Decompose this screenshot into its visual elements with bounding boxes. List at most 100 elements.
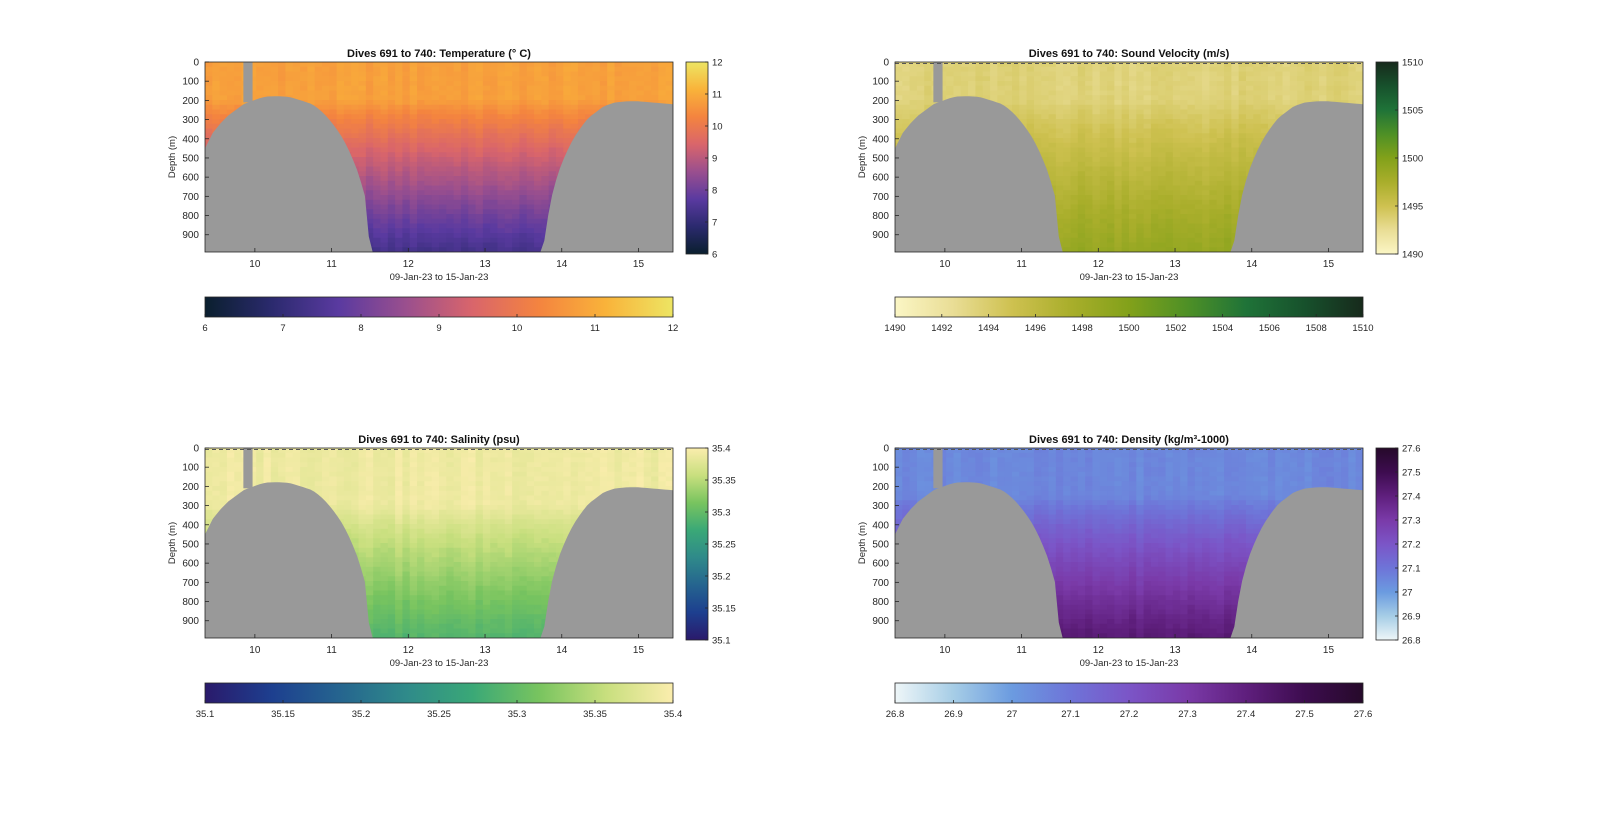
heatmap-cell bbox=[512, 133, 521, 139]
heatmap-cell bbox=[548, 104, 557, 111]
heatmap-cell bbox=[1107, 190, 1115, 196]
heatmap-cell bbox=[1180, 119, 1189, 125]
heatmap-cell bbox=[1107, 233, 1115, 239]
heatmap-cell bbox=[1246, 152, 1254, 158]
heatmap-cell bbox=[1107, 209, 1115, 215]
heatmap-cell bbox=[1194, 147, 1203, 153]
heatmap-cell bbox=[1202, 233, 1211, 239]
heatmap-cell bbox=[497, 152, 506, 158]
heatmap-cell bbox=[512, 233, 521, 239]
heatmap-cell bbox=[1114, 228, 1123, 234]
heatmap-cell bbox=[1180, 95, 1189, 101]
heatmap-cell bbox=[431, 195, 440, 201]
heatmap-cell bbox=[1033, 95, 1042, 101]
heatmap-cell bbox=[526, 100, 535, 106]
heatmap-cell bbox=[1224, 247, 1232, 252]
heatmap-cell bbox=[1143, 218, 1152, 225]
heatmap-cell bbox=[1289, 95, 1298, 101]
heatmap-cell bbox=[563, 76, 572, 82]
heatmap-cell bbox=[1311, 81, 1320, 87]
heatmap-cell bbox=[1216, 161, 1225, 168]
heatmap-cell bbox=[1180, 195, 1189, 201]
heatmap-cell bbox=[1158, 214, 1167, 220]
heatmap-cell bbox=[1231, 157, 1240, 163]
heatmap-cell bbox=[541, 157, 550, 163]
heatmap-cell bbox=[1224, 237, 1232, 244]
heatmap-cell bbox=[431, 209, 440, 215]
heatmap-cell bbox=[387, 199, 396, 206]
heatmap-cell bbox=[1224, 114, 1232, 120]
heatmap-cell bbox=[1231, 185, 1240, 191]
heatmap-cell bbox=[336, 128, 345, 134]
heatmap-cell bbox=[1041, 66, 1050, 73]
heatmap-cell bbox=[475, 233, 484, 239]
heatmap-cell bbox=[1172, 195, 1181, 201]
heatmap-cell bbox=[946, 85, 955, 92]
heatmap-cell bbox=[278, 62, 287, 68]
heatmap-cell bbox=[651, 100, 659, 106]
heatmap-cell bbox=[475, 123, 484, 130]
heatmap-cell bbox=[1077, 114, 1086, 120]
heatmap-cell bbox=[1202, 204, 1211, 210]
heatmap-cell bbox=[482, 62, 491, 68]
heatmap-cell bbox=[1187, 123, 1196, 130]
heatmap-cell bbox=[982, 95, 991, 101]
heatmap-cell bbox=[322, 71, 330, 77]
heatmap-cell bbox=[278, 66, 287, 73]
heatmap-cell bbox=[1216, 247, 1225, 252]
heatmap-cell bbox=[373, 247, 382, 252]
heatmap-cell bbox=[563, 123, 572, 130]
heatmap-cell bbox=[446, 209, 455, 215]
heatmap-cell bbox=[519, 85, 528, 92]
heatmap-cell bbox=[585, 85, 594, 92]
heatmap-cell bbox=[570, 95, 579, 101]
heatmap-cell bbox=[902, 95, 911, 101]
heatmap-cell bbox=[1070, 157, 1079, 163]
heatmap-cell bbox=[395, 85, 404, 92]
heatmap-cell bbox=[1172, 157, 1181, 163]
heatmap-cell bbox=[997, 76, 1006, 82]
heatmap-cell bbox=[534, 138, 542, 144]
heatmap-cell bbox=[658, 62, 667, 68]
heatmap-cell bbox=[1150, 195, 1159, 201]
heatmap-cell bbox=[446, 128, 455, 134]
heatmap-cell bbox=[475, 195, 484, 201]
heatmap-cell bbox=[1202, 90, 1211, 96]
heatmap-cell bbox=[1085, 233, 1094, 239]
heatmap-cell bbox=[1077, 166, 1086, 172]
heatmap-cell bbox=[1304, 62, 1313, 68]
heatmap-cell bbox=[924, 76, 933, 82]
heatmap-cell bbox=[497, 138, 506, 144]
heatmap-cell bbox=[409, 66, 418, 73]
heatmap-cell bbox=[1092, 247, 1101, 252]
heatmap-cell bbox=[1165, 204, 1174, 210]
heatmap-cell bbox=[534, 76, 542, 82]
heatmap-cell bbox=[512, 237, 521, 244]
side-colorbar-label: 6 bbox=[712, 250, 717, 261]
heatmap-cell bbox=[460, 242, 469, 248]
heatmap-cell bbox=[1099, 100, 1108, 106]
heatmap-cell bbox=[1172, 228, 1181, 234]
heatmap-cell bbox=[1107, 62, 1115, 68]
heatmap-cell bbox=[343, 119, 352, 125]
heatmap-cell bbox=[1158, 114, 1167, 120]
heatmap-cell bbox=[1063, 100, 1072, 106]
heatmap-cell bbox=[1055, 90, 1064, 96]
heatmap-cell bbox=[541, 85, 550, 92]
heatmap-cell bbox=[1209, 157, 1218, 163]
heatmap-cell bbox=[997, 66, 1006, 73]
heatmap-cell bbox=[585, 81, 594, 87]
heatmap-cell bbox=[1121, 204, 1130, 210]
heatmap-cell bbox=[490, 147, 499, 153]
heatmap-cell bbox=[365, 114, 374, 120]
heatmap-cell bbox=[226, 71, 235, 77]
heatmap-cell bbox=[504, 199, 513, 206]
heatmap-cell bbox=[1099, 133, 1108, 139]
heatmap-cell bbox=[1033, 119, 1042, 125]
heatmap-cell bbox=[1114, 90, 1123, 96]
heatmap-cell bbox=[468, 233, 477, 239]
heatmap-cell bbox=[205, 114, 213, 120]
heatmap-cell bbox=[1304, 95, 1313, 101]
heatmap-cell bbox=[417, 195, 425, 201]
heatmap-cell bbox=[526, 66, 535, 73]
